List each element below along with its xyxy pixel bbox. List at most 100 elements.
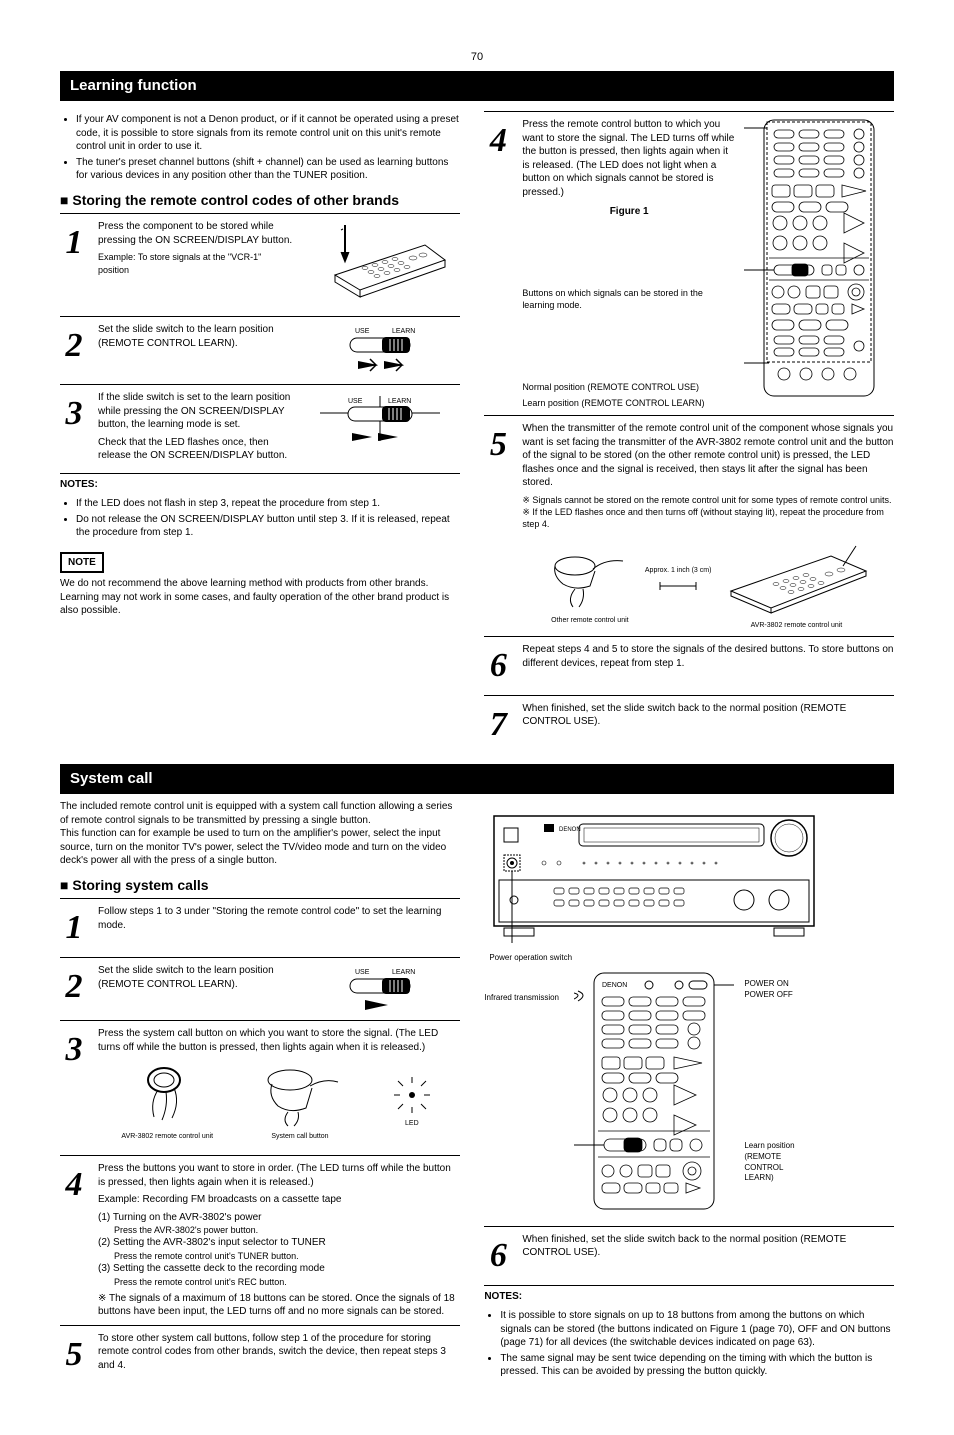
step-num-1: 1	[60, 220, 88, 266]
step-num-2: 2	[60, 323, 88, 369]
sc-step-1: 1 Follow steps 1 to 3 under "Storing the…	[60, 905, 460, 951]
step-num-5: 5	[484, 422, 512, 468]
svg-text:USE: USE	[348, 398, 363, 405]
svg-text:USE: USE	[355, 969, 370, 976]
svg-text:LEARN: LEARN	[392, 969, 415, 976]
step-3-text-2: Check that the LED flashes once, then re…	[98, 436, 292, 463]
example-a-sub: Press the AVR-3802's power button.	[114, 1224, 460, 1236]
step-num-7: 7	[484, 702, 512, 748]
svg-text:LEARN: LEARN	[392, 328, 415, 335]
step-2: 2 Set the slide switch to the learn posi…	[60, 323, 460, 378]
example-intro: Example: Recording FM broadcasts on a ca…	[98, 1193, 460, 1207]
other-remote-label: Other remote control unit	[545, 616, 635, 625]
learn-pos-label: Learn position (REMOTE CONTROL LEARN)	[744, 1141, 814, 1184]
step-5-text: When the transmitter of the remote contr…	[522, 422, 894, 490]
sc-step-6: 6 When finished, set the slide switch ba…	[484, 1233, 894, 1279]
notes-list: If the LED does not flash in step 3, rep…	[60, 497, 460, 540]
sc-step-4-text: Press the buttons you want to store in o…	[98, 1162, 460, 1189]
step-6: 6 Repeat steps 4 and 5 to store the sign…	[484, 643, 894, 689]
slide-switch-illustration-2: USE LEARN	[300, 391, 460, 451]
sc-step-num-6: 6	[484, 1233, 512, 1279]
section-header-learning: Learning function	[60, 71, 894, 101]
note-2: Do not release the ON SCREEN/DISPLAY but…	[76, 513, 460, 540]
infrared-label: Infrared transmission	[484, 993, 564, 1004]
step-5: 5 When the transmitter of the remote con…	[484, 422, 894, 630]
sc-step-5-text: To store other system call buttons, foll…	[98, 1332, 460, 1373]
example-b: (2) Setting the AVR-3802's input selecto…	[98, 1236, 460, 1250]
power-switch-label: Power operation switch	[489, 953, 894, 964]
sc-step-5: 5 To store other system call buttons, fo…	[60, 1332, 460, 1378]
sc-notes-label: NOTES:	[484, 1290, 894, 1304]
system-call-button-caption: System call button	[260, 1132, 340, 1141]
sc-step-num-3: 3	[60, 1027, 88, 1073]
step-1-subtext: Example: To store signals at the "VCR-1"…	[98, 251, 292, 275]
svg-text:LEARN: LEARN	[388, 398, 411, 405]
step-1-text: Press the component to be stored while p…	[98, 220, 292, 247]
step-5-foot2: If the LED flashes once and then turns o…	[522, 507, 884, 529]
sc-step-3: 3 Press the system call button on which …	[60, 1027, 460, 1149]
two-remotes-illustration: Other remote control unit Approx. 1 inch…	[522, 536, 894, 630]
remote-figure-1	[744, 118, 894, 403]
distance-label: Approx. 1 inch (3 cm)	[645, 566, 712, 575]
notes-label: NOTES:	[60, 478, 460, 492]
svg-text:DENON: DENON	[559, 827, 581, 833]
subheading-storing-syscall: Storing system calls	[60, 876, 460, 895]
step-2-text: Set the slide switch to the learn positi…	[98, 323, 292, 350]
slide-switch-illustration-1: USE LEARN	[300, 323, 460, 378]
sc-step-2: 2 Set the slide switch to the learn posi…	[60, 964, 460, 1014]
sc-step-num-4: 4	[60, 1162, 88, 1208]
power-off-label: POWER OFF	[744, 990, 814, 1001]
note-1: If the LED does not flash in step 3, rep…	[76, 497, 460, 511]
step-3-text-1: If the slide switch is set to the learn …	[98, 391, 292, 432]
example-b-sub: Press the remote control unit's TUNER bu…	[114, 1250, 460, 1262]
svg-text:DENON: DENON	[602, 982, 627, 989]
avr-remote-caption: AVR-3802 remote control unit	[121, 1132, 213, 1141]
remote-angled-illustration	[300, 220, 460, 310]
note-box-text: We do not recommend the above learning m…	[60, 577, 460, 618]
remote-with-labels: Infrared transmission DENON	[484, 971, 894, 1216]
sc-step-4: 4 Press the buttons you want to store in…	[60, 1162, 460, 1318]
sc-note-1: It is possible to store signals on up to…	[500, 1309, 894, 1350]
step-6-text: Repeat steps 4 and 5 to store the signal…	[522, 643, 894, 670]
sc-step-2-text: Set the slide switch to the learn positi…	[98, 964, 292, 991]
example-foot: The signals of a maximum of 18 buttons c…	[98, 1293, 455, 1318]
note-box: NOTE	[60, 552, 104, 574]
sc-step-num-5: 5	[60, 1332, 88, 1378]
annot-normal-pos: Normal position (REMOTE CONTROL USE)	[522, 381, 736, 393]
step-num-6: 6	[484, 643, 512, 689]
subheading-storing-codes: Storing the remote control codes of othe…	[60, 191, 460, 210]
step-7-text: When finished, set the slide switch back…	[522, 702, 894, 729]
step-4-text: Press the remote control button to which…	[522, 118, 736, 199]
receiver-front-illustration: DENON	[484, 808, 894, 963]
system-call-intro: The included remote control unit is equi…	[60, 800, 460, 868]
annot-buttons-storable: Buttons on which signals can be stored i…	[522, 287, 736, 311]
annot-learn-pos: Learn position (REMOTE CONTROL LEARN)	[522, 397, 736, 409]
step-7: 7 When finished, set the slide switch ba…	[484, 702, 894, 748]
figure-1-caption: Figure 1	[522, 205, 736, 219]
step-num-4: 4	[484, 118, 512, 164]
slide-switch-illustration-3: USE LEARN	[300, 964, 460, 1014]
sc-step-num-2: 2	[60, 964, 88, 1010]
page-number: 70	[60, 50, 894, 65]
step-3: 3 If the slide switch is set to the lear…	[60, 391, 460, 467]
switch-label: USE	[355, 328, 370, 335]
step-5-foot1: Signals cannot be stored on the remote c…	[532, 495, 891, 505]
power-on-label: POWER ON	[744, 979, 814, 990]
sc-note-2: The same signal may be sent twice depend…	[500, 1352, 894, 1379]
example-c-sub: Press the remote control unit's REC butt…	[114, 1276, 460, 1288]
sc-step-1-text: Follow steps 1 to 3 under "Storing the r…	[98, 905, 460, 932]
intro-bullet-1: If your AV component is not a Denon prod…	[76, 113, 460, 154]
intro-bullets: If your AV component is not a Denon prod…	[60, 113, 460, 183]
sc-step-6-text: When finished, set the slide switch back…	[522, 1233, 894, 1260]
step-4: 4 Press the remote control button to whi…	[484, 118, 894, 409]
example-c: (3) Setting the cassette deck to the rec…	[98, 1262, 460, 1276]
step-1: 1 Press the component to be stored while…	[60, 220, 460, 310]
led-caption: LED	[387, 1119, 437, 1128]
intro-bullet-2: The tuner's preset channel buttons (shif…	[76, 156, 460, 183]
step-num-3: 3	[60, 391, 88, 437]
sc-step-3-text: Press the system call button on which yo…	[98, 1027, 460, 1054]
section-header-system-call: System call	[60, 764, 894, 794]
hand-press-illustration: AVR-3802 remote control unit System call…	[98, 1062, 460, 1141]
example-a: (1) Turning on the AVR-3802's power	[98, 1211, 460, 1225]
sc-step-num-1: 1	[60, 905, 88, 951]
